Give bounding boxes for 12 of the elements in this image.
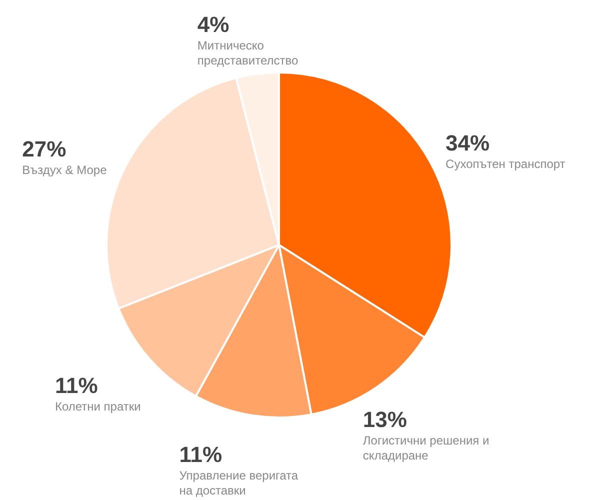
slice-label: Колетни пратки bbox=[54, 399, 141, 414]
slice-label: Митническо представителство bbox=[197, 38, 299, 68]
slice-label: Управление веригата на доставки bbox=[179, 468, 298, 498]
data-label: 27% bbox=[22, 136, 66, 162]
slice-label: Логистични решения и складиране bbox=[362, 433, 490, 462]
data-label: 11% bbox=[54, 372, 98, 398]
data-label: 34% bbox=[446, 130, 490, 156]
slice-label: Въздух & Море bbox=[22, 163, 108, 178]
data-label: 4% bbox=[197, 12, 230, 38]
data-label: 13% bbox=[362, 406, 407, 432]
data-label: 11% bbox=[179, 442, 222, 467]
slice-label: Сухопътен транспорт bbox=[446, 157, 566, 172]
